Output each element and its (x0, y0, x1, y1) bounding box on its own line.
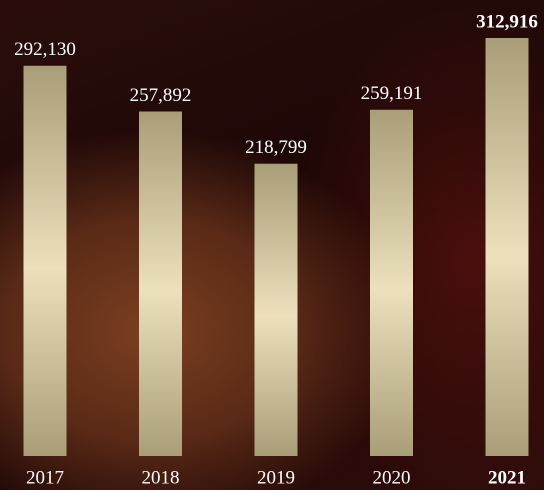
value-label: 218,799 (245, 137, 307, 158)
bar (254, 163, 298, 456)
bar (139, 111, 182, 456)
x-tick-label: 2017 (26, 467, 64, 488)
x-tick-label: 2018 (142, 467, 180, 488)
bar (485, 38, 529, 456)
bar (370, 109, 413, 456)
x-tick-label: 2019 (257, 467, 295, 488)
value-label: 292,130 (14, 39, 76, 60)
x-tick-label: 2020 (373, 467, 411, 488)
bar (23, 65, 67, 456)
value-label: 257,892 (130, 85, 192, 106)
value-label: 312,916 (476, 11, 538, 32)
value-label: 259,191 (361, 83, 423, 104)
x-tick-label: 2021 (488, 467, 526, 488)
